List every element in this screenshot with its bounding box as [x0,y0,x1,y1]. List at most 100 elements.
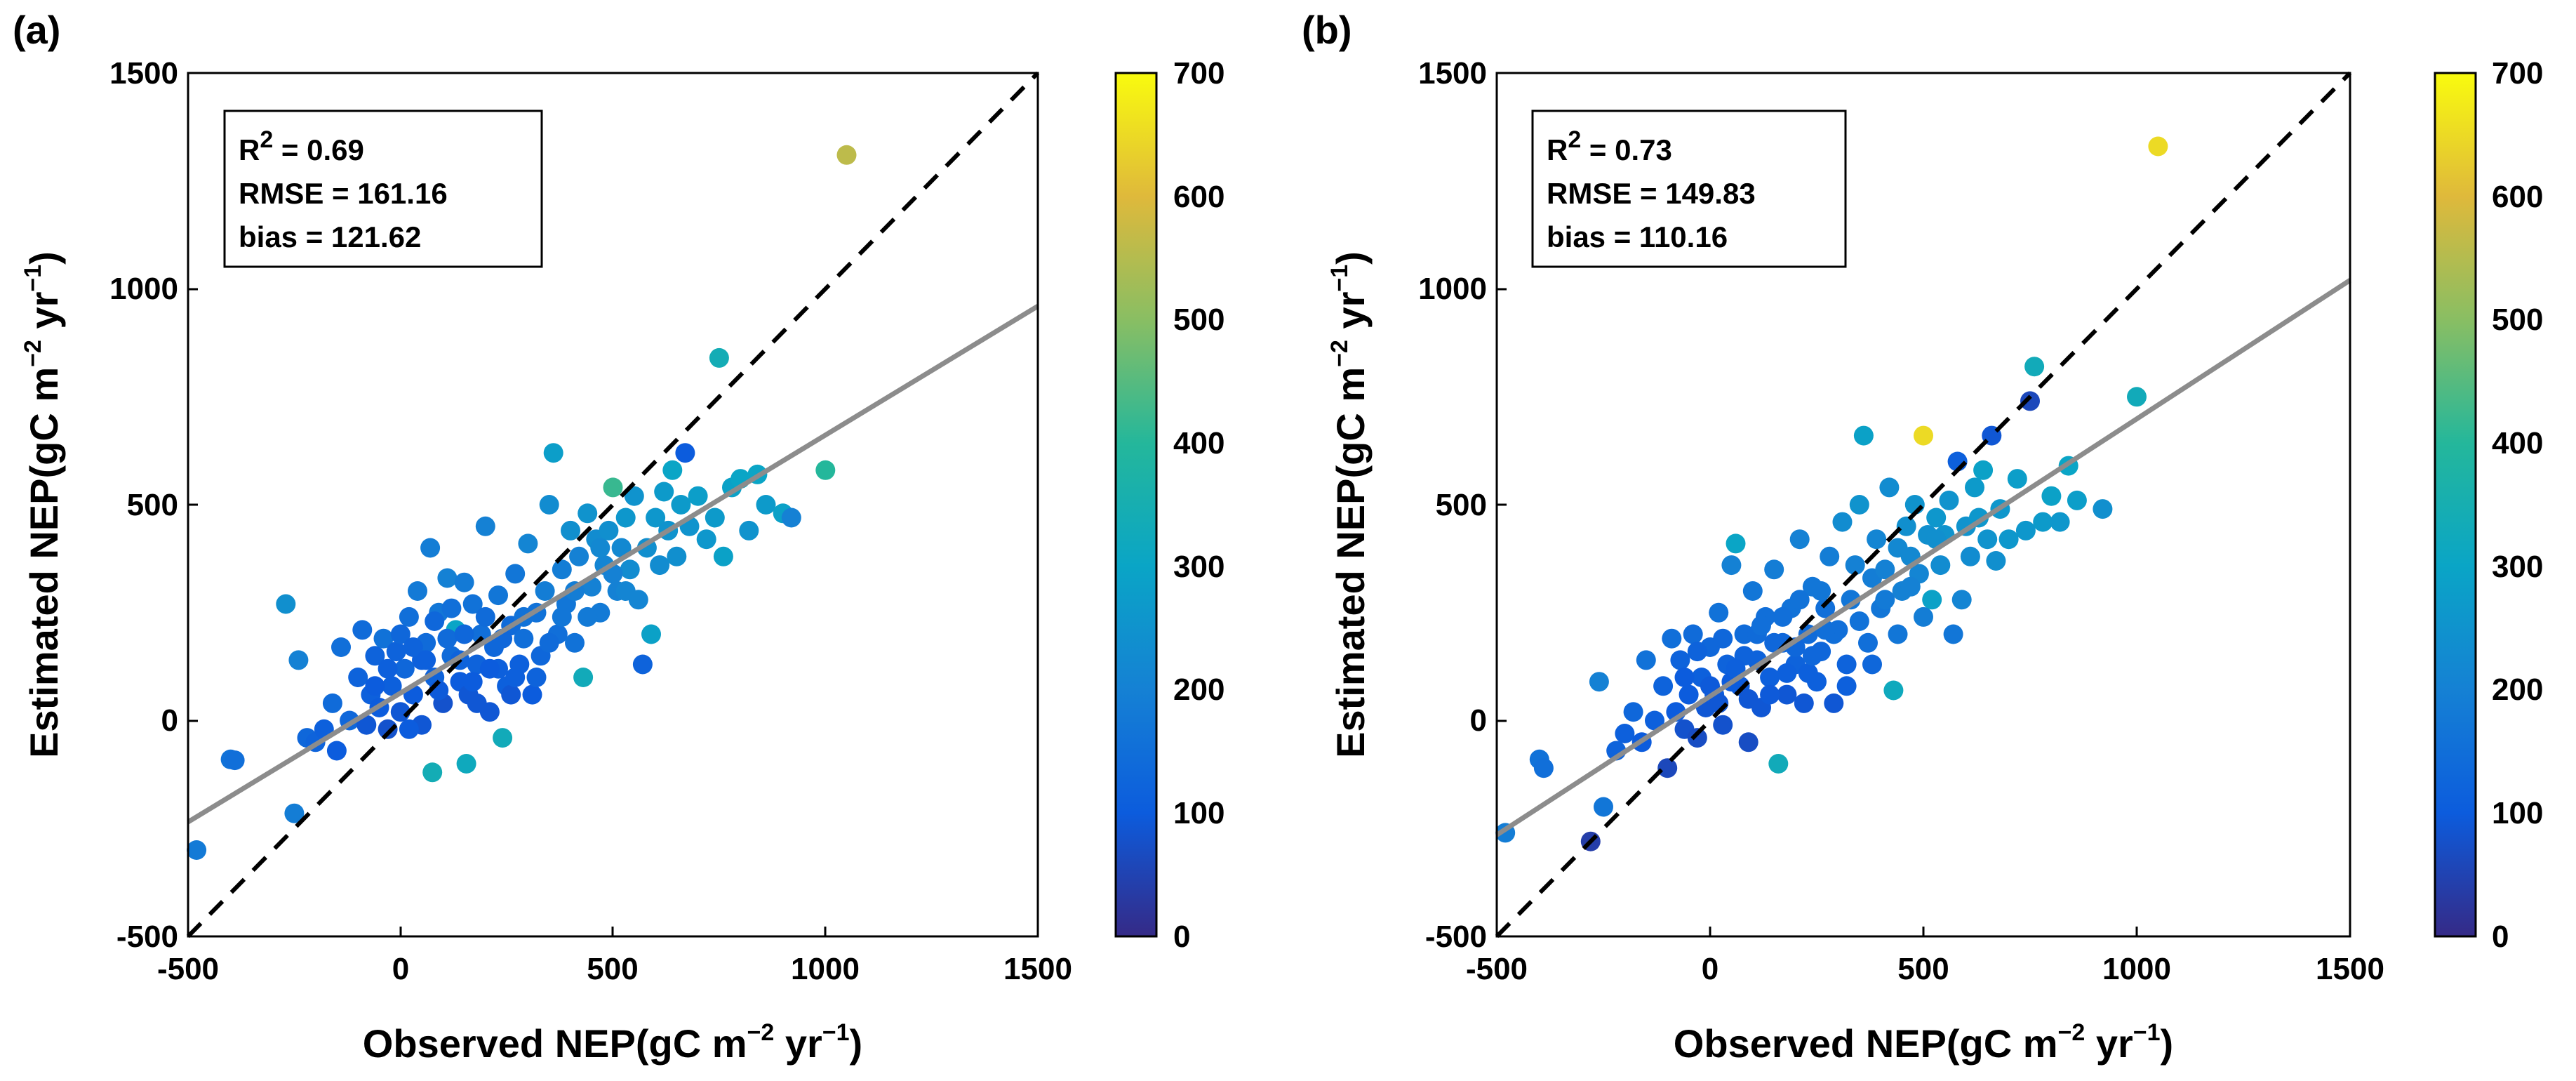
panel-b-xtick-label: 1500 [2316,952,2384,986]
panel-a-data-point [696,529,716,550]
panel-b-colorbar-tick: 400 [2492,426,2543,460]
panel-b-data-point [1849,611,1869,631]
panel-a-data-point [493,728,513,748]
panel-a-data-point [288,650,309,670]
panel-a-data-point [522,684,542,705]
panel-a-data-point [650,555,670,576]
panel-a-data-point [603,477,623,498]
panel-a-data-point [505,564,526,584]
panel-a-data-point [501,684,521,705]
panel-b-data-point [1657,758,1678,778]
panel-a-data-point [390,624,411,644]
panel-b-fit-line [1495,278,2351,837]
panel-a-data-point [632,654,653,675]
panel-a-data-point [654,482,674,502]
panel-a-data-point [378,719,398,739]
panel-b-data-point [1965,477,1984,498]
panel-b-colorbar-tick: 300 [2492,550,2543,584]
panel-a-data-point [437,628,458,649]
panel-b-stats-box: R2 = 0.73 RMSE = 149.83 bias = 110.16 [1531,110,1847,268]
panel-b-data-point [1922,590,1942,610]
panel-a-data-point [408,581,427,601]
panel-a-r2: R2 = 0.69 [239,126,364,166]
panel-b-data-point [1896,516,1916,536]
panel-b-data-point [1760,684,1780,705]
panel-a-fit-line [187,304,1039,825]
panel-b-xtick-label: 0 [1702,952,1719,986]
panel-a-data-point [420,538,441,558]
panel-a-data-point [836,145,857,165]
panel-b-data-point [1824,693,1844,713]
panel-b-xtick-label: 500 [1897,952,1949,986]
panel-b-data-point [1883,680,1904,701]
panel-a-data-point [781,508,801,528]
panel-a-stats-box: R2 = 0.69 RMSE = 161.16 bias = 121.62 [223,110,543,268]
panel-b-data-point [1836,654,1857,675]
panel-b-data-point [1798,663,1818,683]
panel-a-one-to-one-line [186,71,1040,939]
panel-a-data-point [225,750,245,771]
panel-a-data-point [518,533,538,554]
panel-a-data-point [399,719,419,739]
panel-a-data-point [578,503,598,524]
panel-b-colorbar-tick: 100 [2492,796,2543,830]
panel-b-data-point [1836,676,1857,696]
panel-a-ytick-label: 500 [127,488,178,522]
panel-b-colorbar-tick: 0 [2492,920,2509,954]
panel-a-x-ticks: -500 0 500 1000 1500 [157,952,1072,986]
panel-b-x-ticks: -500 0 500 1000 1500 [1466,952,2384,986]
panel-b-data-point [1653,676,1674,696]
panel-a-data-point [561,520,580,540]
panel-b-data-point [1914,425,1933,446]
panel-b-data-point [2020,391,2040,411]
panel-b-data-point [1777,663,1797,683]
panel-b-x-axis-label: Observed NEP(gC m−2 yr−1) [1674,1019,2173,1066]
panel-b-ytick-label: -500 [1425,920,1487,954]
panel-a-colorbar-tick: 500 [1173,303,1224,337]
panel-b-data-point [1742,581,1763,601]
panel-a-data-point [462,594,483,614]
panel-b-data-point [1679,684,1699,705]
panel-b-data-point [1533,758,1554,778]
panel-b-bias: bias = 110.16 [1547,220,1728,253]
panel-a-data-point [365,676,385,696]
panel-b-data-point [1815,598,1836,618]
panel-a-data-point [348,668,368,687]
panel-a-y-axis-label: Estimated NEP(gC m−2 yr−1) [20,251,66,758]
panel-b-data-point [1820,546,1840,566]
panel-a-colorbar-tick: 300 [1173,550,1224,584]
panel-b-y-ticks: -500 0 500 1000 1500 [1418,56,1487,954]
panel-b-data-point [1789,590,1810,610]
panel-b-data-point [1726,533,1746,554]
panel-a-xtick-label: -500 [157,952,219,986]
panel-a-data-point [667,546,687,566]
panel-b-data-point [1789,529,1810,550]
panel-a-data-point [454,624,474,644]
panel-b-data-point [1939,490,1959,510]
panel-b-data-point [1875,559,1895,580]
panel-b-data-point [1879,477,1900,498]
panel-b-xtick-label: -500 [1466,952,1528,986]
panel-a-data-point [352,620,373,640]
panel-b-data-point [2093,499,2113,519]
panel-a-data-point [815,460,836,480]
panel-b-data-point [1875,590,1895,610]
panel-b-data-point [1623,702,1643,722]
panel-a-data-point [578,606,598,627]
panel-a-data-point [378,658,398,679]
panel-a-data-point [399,606,419,627]
panel-b-data-point [2024,357,2045,377]
panel-b-data-point [1777,684,1797,705]
panel-b-data-point [2127,387,2147,407]
panel-b-data-point [1900,576,1921,597]
panel-a-label: (a) [13,8,60,52]
panel-a-points [187,145,857,860]
panel-a-bias: bias = 121.62 [239,220,421,253]
panel-b-data-point [1914,606,1933,627]
panel-a-data-point [539,495,559,515]
panel-b-data-point [1674,668,1695,687]
panel-b-data-point [1802,646,1822,666]
panel-b-data-point [1713,715,1733,735]
panel-b-data-point [1960,546,1980,566]
